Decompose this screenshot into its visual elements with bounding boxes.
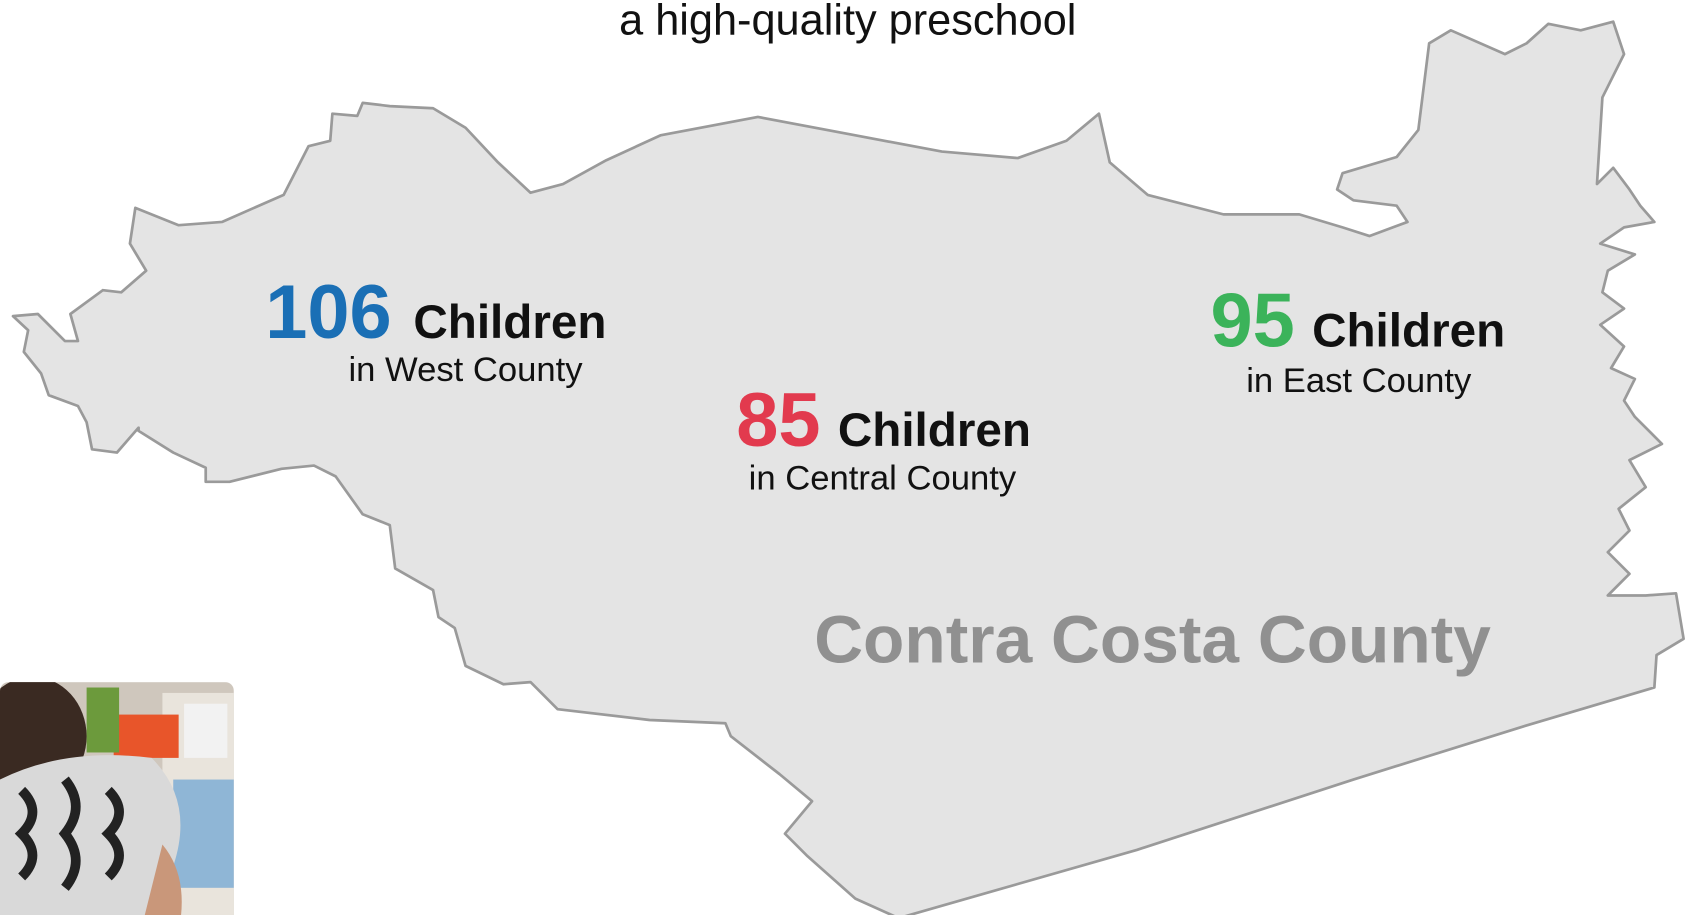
county-map (11, 20, 1685, 915)
region-label: in East County (1246, 362, 1472, 400)
region-label: in Central County (749, 459, 1017, 497)
region-label: in West County (348, 351, 583, 389)
region-unit: Children (413, 296, 606, 349)
photo (0, 682, 234, 915)
region-count: 106 (265, 270, 391, 355)
region-headline: 95 Children (1210, 278, 1505, 363)
title: a high-quality preschool (619, 0, 1076, 45)
region-unit: Children (1312, 304, 1505, 357)
region-count: 95 (1210, 278, 1294, 363)
region-headline: 106 Children (265, 270, 606, 355)
region-count: 85 (736, 378, 820, 463)
region-unit: Children (838, 404, 1031, 457)
region-headline: 85 Children (736, 378, 1031, 463)
map-label: Contra Costa County (814, 603, 1491, 678)
